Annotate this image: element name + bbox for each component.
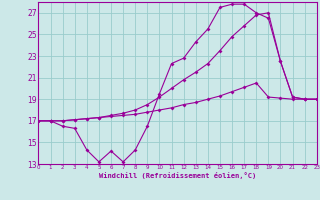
X-axis label: Windchill (Refroidissement éolien,°C): Windchill (Refroidissement éolien,°C) — [99, 172, 256, 179]
